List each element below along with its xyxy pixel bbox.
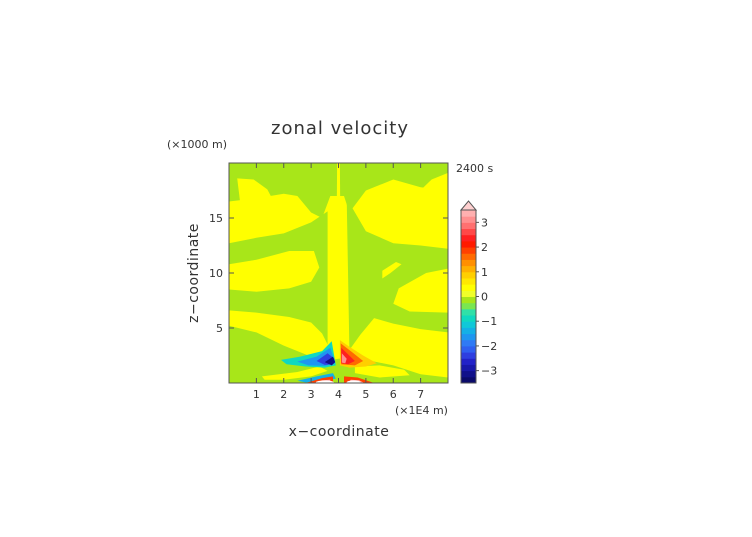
region-central-column — [335, 163, 342, 350]
region-upper-left-lobe — [237, 178, 276, 227]
time-label: 2400 s — [456, 162, 493, 175]
contour-regions — [229, 163, 448, 383]
colorbar-segment — [461, 302, 476, 310]
colorbar-segment — [461, 210, 476, 217]
colorbar-segment — [461, 240, 476, 248]
x-tick-label: 5 — [362, 388, 369, 401]
colorbar-segment — [461, 271, 476, 279]
y-tick-label: 10 — [209, 267, 223, 280]
colorbar: 3 2 1 0 −1 −2 −3 — [459, 200, 497, 384]
colorbar-segment — [461, 327, 476, 335]
y-unit-label: (×1000 m) — [167, 138, 227, 151]
y-axis: 5 10 15 — [209, 212, 448, 335]
x-tick-label: 6 — [390, 388, 397, 401]
y-axis-label: z−coordinate — [186, 223, 202, 323]
colorbar-segment — [461, 345, 476, 353]
region-left-green-belt — [229, 211, 328, 345]
colorbar-tick-label: −3 — [481, 365, 497, 378]
colorbar-tick-label: 2 — [481, 241, 488, 254]
colorbar-segment — [461, 265, 476, 273]
colorbar-tick-label: −1 — [481, 315, 497, 328]
colorbar-segment — [461, 247, 476, 254]
colorbar-tick-label: 0 — [481, 291, 488, 304]
y-tick-label: 15 — [209, 212, 223, 225]
colorbar-segment — [461, 296, 476, 304]
colorbar-segment — [461, 358, 476, 365]
colorbar-segment — [461, 370, 476, 378]
region-lower-yellow-band — [261, 366, 328, 380]
region-surface-white-left — [315, 380, 334, 383]
chart-title: zonal velocity — [271, 118, 409, 139]
colorbar-segment — [461, 321, 476, 328]
colorbar-segment — [461, 216, 476, 223]
x-axis-label: x−coordinate — [289, 424, 390, 440]
x-tick-label: 2 — [280, 388, 287, 401]
colorbar-segment — [461, 339, 476, 347]
region-left-jet-deep — [324, 356, 336, 366]
colorbar-tick-label: −2 — [481, 340, 497, 353]
region-lower-right-yellow — [354, 365, 410, 378]
colorbar-tick-label: 3 — [481, 216, 488, 229]
region-right-jet-deep — [341, 353, 347, 364]
colorbar-tick-label: 1 — [481, 266, 488, 279]
colorbar-segment — [461, 333, 476, 341]
colorbar-segment — [461, 376, 476, 384]
colorbar-segment — [461, 259, 476, 267]
colorbar-segment — [461, 352, 476, 359]
region-upper-right-lobe — [409, 172, 448, 234]
x-tick-label: 7 — [417, 388, 424, 401]
colorbar-segment — [461, 284, 476, 291]
colorbar-segment — [461, 308, 476, 316]
colorbar-segment — [461, 253, 476, 260]
x-axis: 1 2 3 4 5 6 7 — [253, 163, 424, 401]
colorbar-segment — [461, 277, 476, 285]
region-right-green-belt — [346, 198, 448, 350]
region-surface-white-right — [346, 380, 361, 383]
x-unit-label: (×1E4 m) — [395, 404, 448, 417]
region-left-mid-yellow — [270, 259, 292, 281]
x-tick-label: 4 — [335, 388, 342, 401]
colorbar-segment — [461, 228, 476, 236]
colorbar-segment — [461, 234, 476, 242]
colorbar-segment — [461, 315, 476, 322]
plot-area — [229, 163, 448, 383]
x-tick-label: 3 — [308, 388, 315, 401]
colorbar-segment — [461, 364, 476, 372]
colorbar-segment — [461, 290, 476, 297]
y-tick-label: 5 — [216, 322, 223, 335]
colorbar-extend-arrow — [459, 200, 478, 211]
colorbar-segment — [461, 222, 476, 230]
x-tick-label: 1 — [253, 388, 260, 401]
region-right-mid-yellow — [382, 262, 402, 279]
